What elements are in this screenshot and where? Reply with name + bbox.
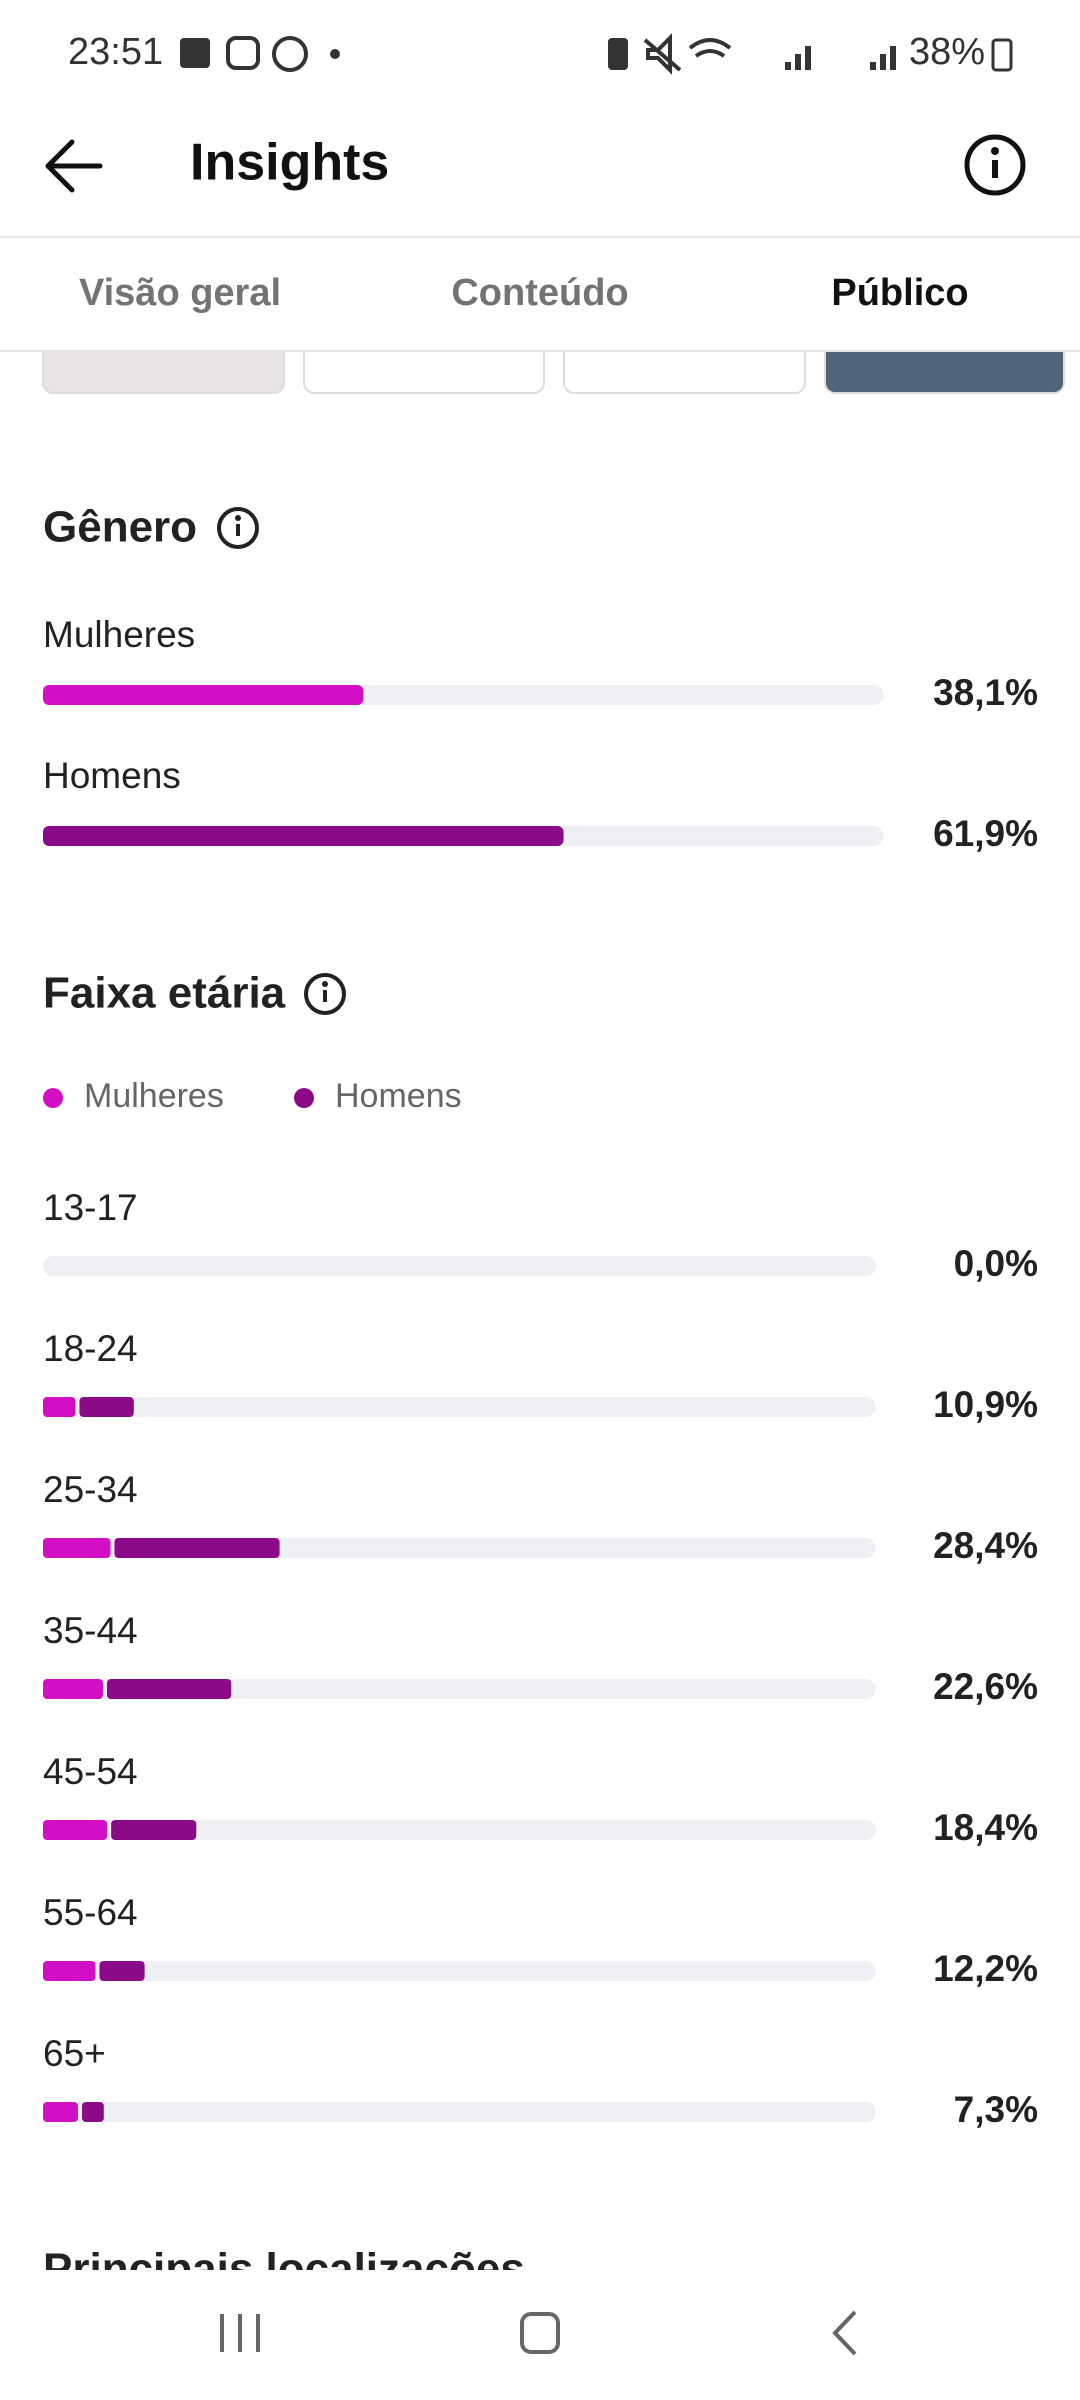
info-icon (964, 134, 1026, 196)
battery-icon (991, 38, 1013, 72)
nav-bar (0, 2270, 1080, 2400)
bar (43, 826, 564, 846)
info-icon-dot (322, 981, 328, 987)
bar-segment (43, 1820, 108, 1840)
info-button[interactable] (964, 134, 1026, 196)
info-icon-stem (236, 524, 240, 536)
signal-1 (785, 46, 811, 70)
info-icon (304, 973, 346, 1015)
recycle-icon (608, 38, 628, 70)
info-icon-dot (235, 515, 241, 521)
gallery-icon (180, 38, 210, 68)
back-button[interactable] (45, 139, 103, 193)
more-dot (330, 49, 340, 59)
instagram-icon (226, 36, 260, 70)
gender-chart: Mulheres 38,1% Homens 61,9% (43, 614, 1038, 854)
section-title: Gênero (43, 503, 197, 552)
value-label: 7,3% (954, 2089, 1038, 2130)
mute-icon (643, 33, 682, 75)
info-icon-stem (323, 990, 327, 1002)
value-label: 22,6% (933, 1666, 1038, 1707)
bar-label: 45-54 (43, 1751, 138, 1792)
legend-label: Homens (335, 1077, 462, 1115)
thumbnail-mask (0, 338, 1080, 352)
bar-segment (99, 1961, 145, 1981)
value-label: 0,0% (954, 1243, 1038, 1284)
bar-segment (81, 2102, 104, 2122)
legend: Mulheres Homens (43, 1077, 462, 1115)
header-title: Insights (190, 134, 389, 192)
back-nav-button[interactable] (832, 2310, 857, 2356)
gender-info-button[interactable] (217, 507, 259, 549)
bar-segment (106, 1679, 232, 1699)
legend-dot (43, 1088, 63, 1108)
value-label: 10,9% (933, 1384, 1038, 1425)
bar-segment (43, 1397, 76, 1417)
bar-label: 25-34 (43, 1469, 138, 1510)
bar (43, 685, 364, 705)
bar-label: 35-44 (43, 1610, 138, 1651)
bar-track (43, 1397, 876, 1417)
bar-label: 18-24 (43, 1328, 138, 1369)
bar-label: 65+ (43, 2033, 106, 2074)
status-time: 23:51 (68, 31, 163, 73)
tab[interactable]: Conteúdo (451, 272, 628, 314)
value-label: 28,4% (933, 1525, 1038, 1566)
bar-segment (114, 1538, 280, 1558)
status-icons (180, 33, 1013, 75)
bar-track (43, 1961, 876, 1981)
tab-active[interactable]: Público (831, 272, 968, 314)
bar-track (43, 1820, 876, 1840)
tab[interactable]: Visão geral (79, 272, 281, 314)
content-thumbnails (0, 338, 1080, 394)
bar-track (43, 2102, 876, 2122)
value-label: 38,1% (933, 672, 1038, 713)
bar-label: Homens (43, 755, 181, 796)
bar-segment (43, 2102, 78, 2122)
recents-button[interactable] (220, 2314, 260, 2352)
bar-segment (43, 1538, 111, 1558)
signal-2 (870, 46, 896, 70)
info-icon (217, 507, 259, 549)
section-title: Faixa etária (43, 969, 286, 1018)
bar-label: 55-64 (43, 1892, 138, 1933)
legend-label: Mulheres (84, 1077, 224, 1115)
bar-segment (79, 1397, 134, 1417)
wifi-icon (688, 38, 732, 58)
bar-track (43, 1679, 876, 1699)
value-label: 18,4% (933, 1807, 1038, 1848)
age-chart: 13-17 0,0% 18-24 10,9% 25-34 28,4% 35-44 22,6% 4… (43, 1187, 1038, 2130)
home-button[interactable] (520, 2312, 560, 2354)
battery-level: 38% (909, 31, 985, 73)
info-icon-stem (992, 160, 998, 178)
bar-label: Mulheres (43, 614, 195, 655)
bar-track (43, 1256, 876, 1276)
legend-dot (294, 1088, 314, 1108)
bar-segment (111, 1820, 197, 1840)
bar-label: 13-17 (43, 1187, 138, 1228)
bar-segment (43, 1679, 103, 1699)
info-icon-dot (991, 147, 999, 155)
bar-segment (43, 1961, 96, 1981)
whatsapp-icon (272, 36, 308, 72)
value-label: 61,9% (933, 813, 1038, 854)
value-label: 12,2% (933, 1948, 1038, 1989)
age-info-button[interactable] (304, 973, 346, 1015)
